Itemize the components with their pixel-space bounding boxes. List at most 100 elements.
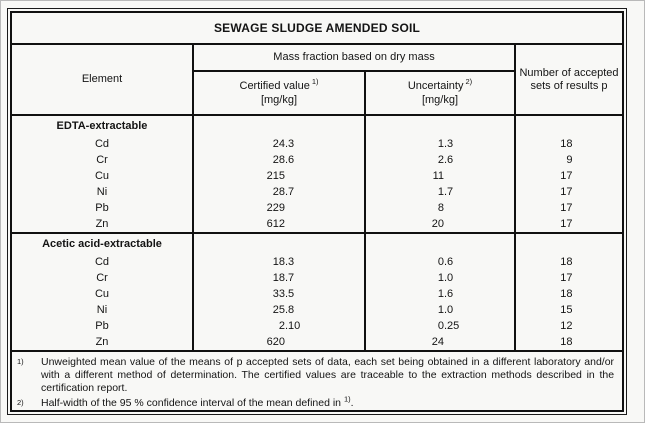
- header-row-sub: Certified value 1) [mg/kg] Uncertainty 2) …: [12, 71, 622, 116]
- certified-cell: 2.10: [192, 318, 365, 334]
- certified-value: 28.6: [272, 154, 295, 166]
- uncertainty-value: 2.6: [437, 154, 454, 166]
- table-row: Cd 24.3 1.3 18: [12, 136, 623, 152]
- footnote-2: 2) Half-width of the 95 % confidence int…: [17, 394, 614, 410]
- element-cell: Pb: [95, 320, 109, 332]
- uncertainty-value: 1.6: [437, 288, 454, 300]
- section-name: Acetic acid-extractable: [12, 232, 193, 254]
- accepted-sets-value: 17: [560, 202, 573, 214]
- uncertainty-cell: 1.0: [364, 270, 515, 286]
- table-row: Ni 25.8 1.0 15: [12, 302, 623, 318]
- accepted-sets-value: 18: [560, 336, 573, 348]
- accepted-sets-cell: 15: [513, 302, 623, 318]
- uncertainty-cell: 11: [364, 168, 515, 184]
- accepted-sets-cell: 17: [513, 184, 623, 200]
- accepted-sets-cell: 17: [513, 216, 623, 233]
- uncertainty-cell: 20: [364, 216, 515, 233]
- element-cell: Cr: [96, 272, 108, 284]
- footnote-1-marker: 1): [17, 357, 24, 366]
- certified-value: 215: [266, 170, 285, 182]
- accepted-sets-value: 18: [560, 288, 573, 300]
- uncertainty-cell: 8: [364, 200, 515, 216]
- uncertainty-value: 20: [431, 218, 444, 230]
- accepted-sets-cell: 18: [513, 286, 623, 302]
- accepted-sets-value: 17: [560, 272, 573, 284]
- accepted-sets-value: 17: [560, 186, 573, 198]
- uncertainty-value: 8: [437, 202, 444, 214]
- certified-value: 33.5: [272, 288, 295, 300]
- section-name: EDTA-extractable: [56, 120, 148, 132]
- uncertainty-value: 1.0: [437, 272, 454, 284]
- table-row: Zn 620 24 18: [12, 334, 623, 351]
- accepted-sets-cell: 17: [513, 270, 623, 286]
- empty-cell: [513, 115, 623, 136]
- header-uncertainty: Uncertainty 2) [mg/kg]: [364, 71, 515, 116]
- uncertainty-unit: [mg/kg]: [421, 94, 459, 106]
- certified-cell: 33.5: [192, 286, 365, 302]
- certified-value: 612: [266, 218, 285, 230]
- accepted-sets-cell: 18: [513, 334, 623, 351]
- accepted-sets-value: 9: [566, 154, 573, 166]
- certified-value: 28.7: [272, 186, 295, 198]
- element-cell: Cd: [94, 256, 110, 268]
- uncertainty-cell: 1.7: [364, 184, 515, 200]
- footnote-ref-2-icon: 2): [465, 77, 473, 87]
- certified-value: 18.7: [272, 272, 295, 284]
- certified-value-label: Certified value: [239, 80, 310, 92]
- footnotes-row: 1) Unweighted mean value of the means of…: [12, 350, 623, 413]
- uncertainty-value: 1.7: [437, 186, 454, 198]
- certification-table: SEWAGE SLUDGE AMENDED SOIL Element Mass …: [12, 13, 623, 413]
- uncertainty-value: 24: [431, 336, 444, 348]
- accepted-sets-cell: 12: [513, 318, 623, 334]
- footnote-2-text: Half-width of the 95 % confidence interv…: [41, 394, 614, 410]
- element-cell: Cr: [96, 154, 108, 166]
- uncertainty-cell: 24: [364, 334, 515, 351]
- accepted-sets-cell: 17: [513, 168, 623, 184]
- footnote-2-ref-icon: 1): [343, 394, 351, 404]
- empty-cell: [364, 115, 515, 136]
- uncertainty-value: 11: [432, 170, 444, 182]
- accepted-sets-value: 18: [560, 138, 573, 150]
- uncertainty-cell: 1.3: [364, 136, 515, 152]
- uncertainty-cell: 0.6: [364, 254, 515, 270]
- certified-value-unit: [mg/kg]: [260, 94, 298, 106]
- footnote-2-marker: 2): [17, 397, 24, 407]
- accepted-sets-value: 18: [560, 256, 573, 268]
- certified-cell: 18.7: [192, 270, 365, 286]
- element-cell: Cd: [94, 138, 110, 150]
- document-outer-frame: SEWAGE SLUDGE AMENDED SOIL Element Mass …: [7, 8, 627, 415]
- footnote-2-period: .: [350, 396, 354, 409]
- empty-cell: [192, 115, 365, 136]
- header-accepted-sets: Number of accepted sets of results p: [513, 44, 623, 116]
- empty-cell: [192, 232, 365, 254]
- uncertainty-value: 0.25: [437, 320, 460, 332]
- table-title-row: SEWAGE SLUDGE AMENDED SOIL: [12, 13, 623, 45]
- accepted-sets-value: 17: [560, 218, 573, 230]
- footnote-1-text: Unweighted mean value of the means of p …: [41, 356, 615, 395]
- uncertainty-value: 0.6: [437, 256, 454, 268]
- section-row-acetic: Acetic acid-extractable: [12, 232, 623, 254]
- uncertainty-value: 1.0: [437, 304, 454, 316]
- element-cell: Cu: [94, 288, 110, 300]
- uncertainty-cell: 2.6: [364, 152, 515, 168]
- certified-value: 18.3: [272, 256, 295, 268]
- certified-cell: 28.7: [192, 184, 365, 200]
- element-cell: Zn: [95, 336, 109, 348]
- certified-value: 620: [266, 336, 285, 348]
- accepted-sets-value: 17: [560, 170, 573, 182]
- certified-value: 24.3: [272, 138, 295, 150]
- footnote-ref-1-icon: 1): [311, 77, 319, 87]
- table-row: Cu 215 11 17: [12, 168, 623, 184]
- accepted-sets-value: 15: [560, 304, 573, 316]
- accepted-sets-cell: 18: [513, 254, 623, 270]
- table-row: Cr 18.7 1.0 17: [12, 270, 623, 286]
- table-row: Cd 18.3 0.6 18: [12, 254, 623, 270]
- header-element: Element: [12, 44, 193, 116]
- uncertainty-cell: 1.6: [364, 286, 515, 302]
- certified-cell: 620: [192, 334, 365, 351]
- table-row: Cr 28.6 2.6 9: [12, 152, 623, 168]
- element-cell: Cu: [94, 170, 110, 182]
- element-cell: Ni: [96, 304, 108, 316]
- footnote-1: 1) Unweighted mean value of the means of…: [17, 356, 614, 396]
